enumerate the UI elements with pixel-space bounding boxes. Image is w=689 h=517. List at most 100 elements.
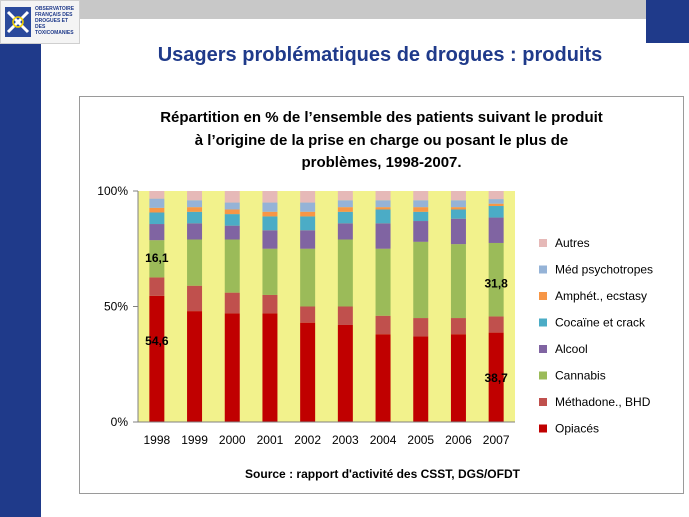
bar-segment: [262, 313, 278, 422]
bar-segment: [488, 332, 504, 422]
bar-segment: [375, 334, 391, 422]
bar-segment: [149, 277, 165, 296]
bar-segment: [488, 316, 504, 333]
bar-segment: [262, 202, 278, 212]
bar-segment: [224, 239, 240, 293]
bar-segment: [488, 191, 504, 200]
bar-segment: [262, 230, 278, 249]
bar-segment: [375, 207, 391, 210]
legend-label: Cannabis: [555, 369, 606, 383]
bar-segment: [413, 318, 429, 337]
bar-segment: [337, 324, 353, 422]
bar-segment: [149, 191, 165, 199]
bar-segment: [488, 206, 504, 218]
bar-segment: [337, 191, 353, 201]
bar-segment: [224, 292, 240, 314]
legend-swatch: [539, 292, 547, 300]
bar-segment: [300, 248, 316, 307]
bar-segment: [375, 223, 391, 249]
bar-segment: [224, 191, 240, 203]
bar-segment: [450, 318, 466, 335]
legend-swatch: [539, 424, 547, 433]
bar-segment: [300, 306, 316, 323]
slide-title: Usagers problématiques de drogues : prod…: [157, 44, 603, 66]
bar-segment: [337, 207, 353, 212]
x-tick-label: 1998: [143, 433, 170, 447]
bar-segment: [149, 198, 165, 208]
bar-segment: [187, 223, 203, 240]
bar-segment: [300, 216, 316, 231]
legend-label: Cocaïne et crack: [555, 316, 646, 330]
legend-label: Alcool: [555, 342, 588, 356]
chart-title-line-3: problèmes, 1998-2007.: [301, 154, 462, 171]
bar-segment: [413, 211, 429, 222]
bar-segment: [262, 211, 278, 217]
data-label: 16,1: [145, 251, 169, 265]
bar-segment: [262, 248, 278, 295]
bar-segment: [413, 207, 429, 212]
bar-segment: [262, 191, 278, 203]
bar-segment: [413, 191, 429, 201]
bar-segment: [224, 209, 240, 215]
x-tick-label: 2003: [332, 433, 359, 447]
legend-swatch: [539, 265, 547, 274]
corner-brand-square: [646, 0, 689, 43]
bar-segment: [450, 244, 466, 319]
bar-segment: [413, 200, 429, 208]
bar-segment: [450, 209, 466, 219]
legend-label: Autres: [555, 236, 590, 250]
x-tick-label: 2001: [257, 433, 284, 447]
bar-segment: [488, 217, 504, 243]
ofdt-logo: OBSERVATOIRE FRANÇAIS DES DROGUES ET DES…: [0, 0, 80, 44]
bar-segment: [262, 216, 278, 231]
bar-segment: [187, 200, 203, 208]
bar-segment: [488, 203, 504, 207]
bar-segment: [149, 224, 165, 241]
legend-label: Méthadone., BHD: [555, 395, 651, 409]
bar-segment: [337, 211, 353, 224]
bar-segment: [187, 239, 203, 286]
bar-segment: [450, 200, 466, 208]
bar-segment: [224, 214, 240, 226]
bar-segment: [413, 336, 429, 422]
x-tick-label: 2006: [445, 433, 472, 447]
chart-source: Source : rapport d'activité des CSST, DG…: [245, 467, 520, 481]
bar-segment: [187, 311, 203, 422]
bar-segment: [262, 294, 278, 314]
bar-segment: [413, 221, 429, 242]
ofdt-logo-icon: [5, 7, 31, 37]
bar-segment: [450, 191, 466, 201]
bar-segment: [187, 285, 203, 312]
bar-segment: [300, 202, 316, 212]
bar-segment: [224, 313, 240, 422]
bar-segment: [224, 202, 240, 210]
bar-segment: [413, 241, 429, 319]
bar-segment: [187, 211, 203, 224]
legend-swatch: [539, 318, 547, 327]
bar-segment: [149, 207, 165, 213]
ofdt-logo-graphic: [5, 7, 31, 37]
y-tick-label: 100%: [97, 184, 128, 198]
chart-title-line-1: Répartition en % de l’ensemble des patie…: [160, 109, 603, 126]
bar-segment: [337, 200, 353, 208]
bar-segment: [149, 240, 165, 278]
y-tick-label: 50%: [104, 300, 128, 314]
bar-segment: [375, 315, 391, 335]
legend-swatch: [539, 371, 547, 380]
bar-segment: [375, 191, 391, 201]
x-tick-label: 2004: [370, 433, 397, 447]
chart-frame: Répartition en % de l’ensemble des patie…: [79, 96, 684, 494]
bar-segment: [149, 295, 165, 422]
bar-segment: [375, 200, 391, 208]
legend-swatch: [539, 345, 547, 353]
bar-segment: [450, 334, 466, 422]
data-label: 38,7: [484, 371, 508, 385]
bar-segment: [300, 230, 316, 249]
data-label: 54,6: [145, 334, 169, 348]
x-tick-label: 2002: [294, 433, 321, 447]
stacked-bar-chart: 0% 50% 100% 1998 1999 2000 2001 2002 2003 2004 200…: [97, 184, 653, 447]
bar-segment: [337, 306, 353, 325]
bar-segment: [375, 248, 391, 316]
bar-segment: [300, 322, 316, 422]
left-brand-bar: [0, 0, 41, 517]
